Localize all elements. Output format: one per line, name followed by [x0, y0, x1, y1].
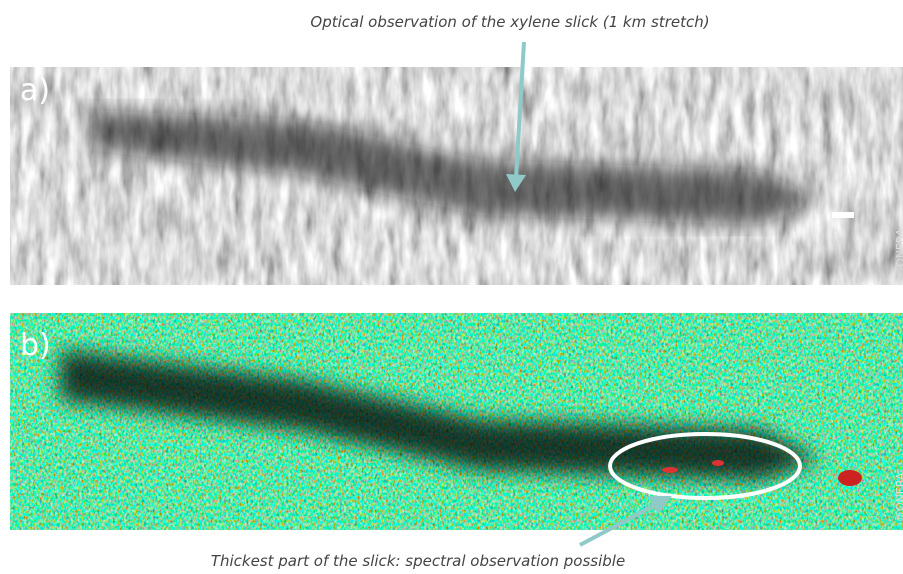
- figure: Optical observation of the xylene slick …: [0, 0, 903, 574]
- thick-spot: [662, 467, 678, 473]
- credit: ©ONERA: [894, 472, 903, 522]
- thick-spot: [712, 460, 724, 466]
- thick-spot: [838, 470, 862, 486]
- panel-label: a): [20, 73, 50, 108]
- credit: ©ONERA: [894, 228, 903, 278]
- bottom-caption: Thickest part of the slick: spectral obs…: [211, 552, 625, 570]
- top-caption: Optical observation of the xylene slick …: [310, 13, 709, 31]
- panel-b: b) ©ONERA: [10, 313, 903, 530]
- panel-label: b): [20, 328, 51, 363]
- boat: [832, 212, 854, 218]
- panel-a: a) ©ONERA: [10, 67, 903, 285]
